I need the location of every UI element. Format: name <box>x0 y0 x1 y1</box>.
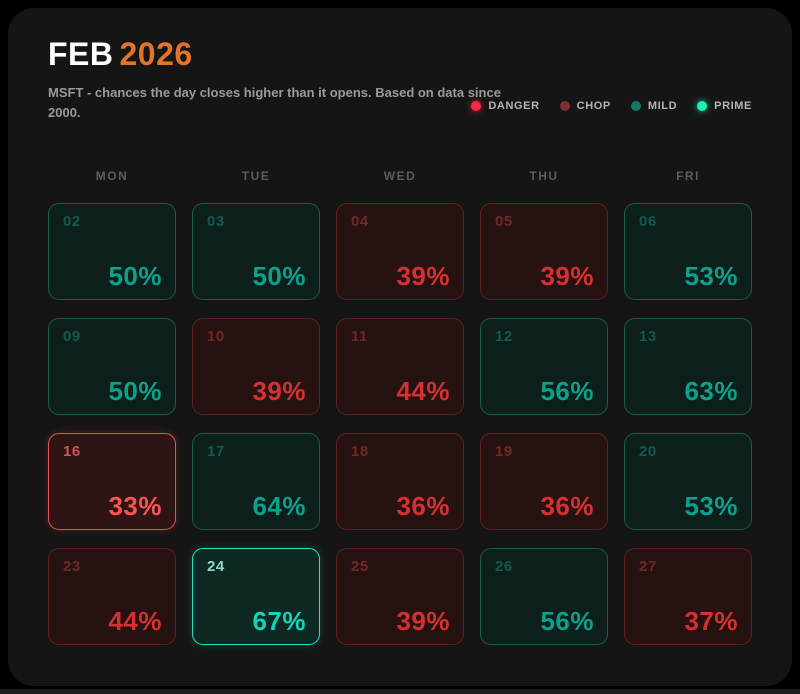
day-header-thu: THU <box>529 168 559 183</box>
calendar-cell-day-05[interactable]: 05 39% <box>480 202 608 300</box>
calendar-cell-day-27[interactable]: 27 37% <box>624 547 752 645</box>
cell-percentage: 36% <box>396 490 450 521</box>
calendar-cell-day-20[interactable]: 20 53% <box>624 432 752 530</box>
cell-day-number: 09 <box>63 327 81 345</box>
day-header-wed: WED <box>383 168 417 183</box>
day-header-tue: TUE <box>241 168 271 183</box>
cell-percentage: 44% <box>108 605 162 636</box>
cell-percentage: 67% <box>252 605 306 636</box>
legend-label: MILD <box>647 100 678 112</box>
mild-dot-icon <box>630 101 641 111</box>
calendar-cell-day-06[interactable]: 06 53% <box>624 202 752 300</box>
cell-percentage: 39% <box>396 260 450 291</box>
cell-day-number: 05 <box>495 212 513 230</box>
legend-item-mild[interactable]: MILD <box>630 100 678 112</box>
cell-day-number: 04 <box>351 212 369 230</box>
cell-day-number: 26 <box>495 557 513 575</box>
cell-day-number: 19 <box>495 442 513 460</box>
danger-dot-icon <box>471 101 482 111</box>
calendar-cell-day-19[interactable]: 19 36% <box>480 432 608 530</box>
calendar-cell-day-04[interactable]: 04 39% <box>336 202 464 300</box>
cell-day-number: 13 <box>639 327 657 345</box>
cell-percentage: 50% <box>252 260 306 291</box>
cell-percentage: 39% <box>396 605 450 636</box>
cell-day-number: 11 <box>351 327 368 345</box>
cell-percentage: 64% <box>252 490 306 521</box>
cell-percentage: 44% <box>396 375 450 406</box>
bottom-strip <box>0 689 800 694</box>
cell-day-number: 12 <box>495 327 513 345</box>
cell-day-number: 24 <box>207 557 225 575</box>
calendar-cell-day-12[interactable]: 12 56% <box>480 317 608 415</box>
cell-day-number: 20 <box>639 442 657 460</box>
cell-percentage: 39% <box>540 260 594 291</box>
calendar-cell-day-16[interactable]: 16 33% <box>48 432 176 530</box>
cell-percentage: 39% <box>252 375 306 406</box>
day-header-row: MON TUE WED THU FRI <box>48 169 752 183</box>
calendar-grid: 02 50% 03 50% 04 39% 05 39% 06 53% 09 50% 10 39% 11 44%… <box>48 202 752 645</box>
calendar-cell-day-13[interactable]: 13 63% <box>624 317 752 415</box>
calendar-card: FEB 2026 MSFT - chances the day closes hi… <box>8 8 792 686</box>
cell-percentage: 50% <box>108 260 162 291</box>
cell-day-number: 23 <box>63 557 81 575</box>
cell-day-number: 25 <box>351 557 369 575</box>
cell-percentage: 36% <box>540 490 594 521</box>
cell-day-number: 03 <box>207 212 225 230</box>
cell-percentage: 53% <box>684 260 738 291</box>
calendar-cell-day-26[interactable]: 26 56% <box>480 547 608 645</box>
title-month: FEB <box>48 36 114 72</box>
legend-item-prime[interactable]: PRIME <box>697 100 752 112</box>
calendar-cell-day-03[interactable]: 03 50% <box>192 202 320 300</box>
prime-dot-icon <box>697 101 708 111</box>
cell-day-number: 27 <box>639 557 657 575</box>
calendar-cell-day-23[interactable]: 23 44% <box>48 547 176 645</box>
calendar-cell-day-11[interactable]: 11 44% <box>336 317 464 415</box>
calendar-cell-day-24[interactable]: 24 67% <box>192 547 320 645</box>
title-year: 2026 <box>119 36 193 72</box>
cell-day-number: 16 <box>63 442 81 460</box>
page-title: FEB 2026 <box>48 36 752 72</box>
legend-item-danger[interactable]: DANGER <box>471 100 539 112</box>
cell-day-number: 17 <box>207 442 225 460</box>
cell-percentage: 37% <box>684 605 738 636</box>
calendar-cell-day-09[interactable]: 09 50% <box>48 317 176 415</box>
cell-percentage: 63% <box>684 375 738 406</box>
calendar-cell-day-25[interactable]: 25 39% <box>336 547 464 645</box>
cell-day-number: 18 <box>351 442 369 460</box>
legend-label: CHOP <box>576 100 611 112</box>
chop-dot-icon <box>559 101 570 111</box>
day-header-fri: FRI <box>676 168 700 183</box>
calendar-cell-day-10[interactable]: 10 39% <box>192 317 320 415</box>
cell-day-number: 06 <box>639 212 657 230</box>
cell-percentage: 53% <box>684 490 738 521</box>
calendar-cell-day-02[interactable]: 02 50% <box>48 202 176 300</box>
calendar-cell-day-18[interactable]: 18 36% <box>336 432 464 530</box>
day-header-mon: MON <box>95 168 129 183</box>
legend-label: DANGER <box>488 100 540 112</box>
legend: DANGER CHOP MILD PRIME <box>471 100 752 112</box>
subtitle-text: MSFT - chances the day closes higher tha… <box>48 84 501 120</box>
cell-day-number: 10 <box>207 327 225 345</box>
cell-percentage: 33% <box>108 490 162 521</box>
cell-percentage: 56% <box>540 605 594 636</box>
legend-item-chop[interactable]: CHOP <box>559 100 611 112</box>
calendar-cell-day-17[interactable]: 17 64% <box>192 432 320 530</box>
cell-percentage: 50% <box>108 375 162 406</box>
legend-label: PRIME <box>714 100 752 112</box>
cell-day-number: 02 <box>63 212 81 230</box>
cell-percentage: 56% <box>540 375 594 406</box>
